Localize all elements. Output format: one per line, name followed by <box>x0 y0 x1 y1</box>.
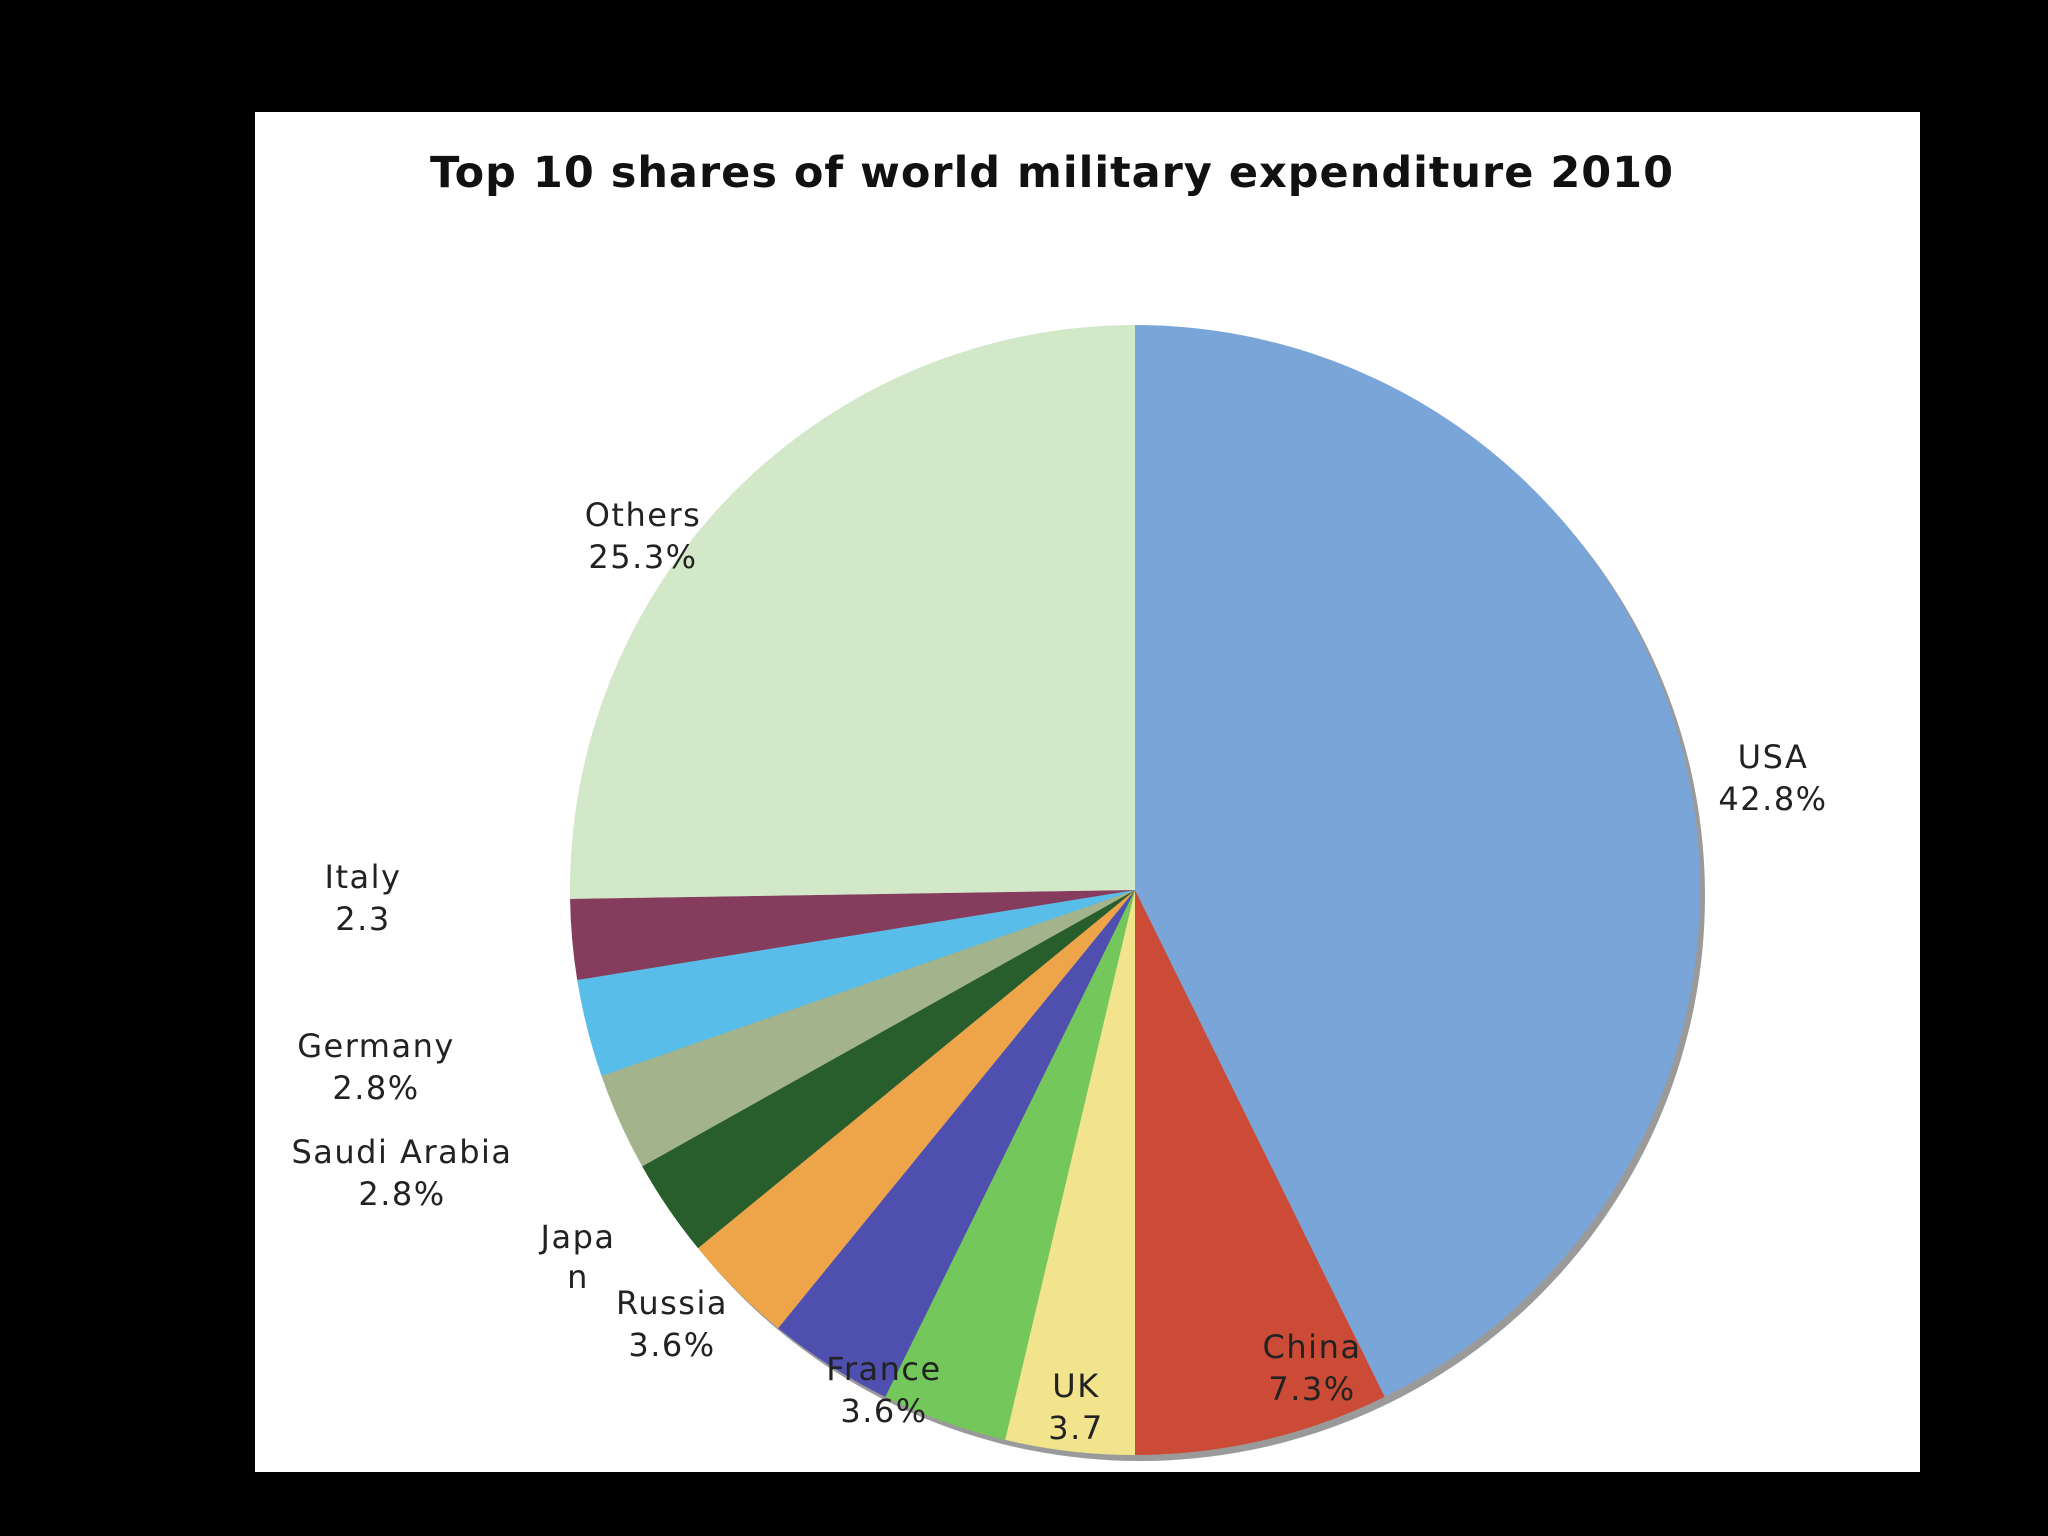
slice-label-others: Others 25.3% <box>585 496 702 576</box>
slice-label-germany: Germany 2.8% <box>297 1027 455 1107</box>
pie-slice-russia <box>778 890 1135 1397</box>
pie-slice-japan <box>698 890 1135 1329</box>
slice-label-japan: Japa n <box>539 1218 616 1296</box>
slice-label-uk: UK 3.7 <box>1048 1367 1103 1447</box>
slice-label-usa: USA 42.8% <box>1718 738 1827 818</box>
pie-slice-usa <box>1135 325 1700 1397</box>
pie-slice-saudi-arabia <box>642 890 1135 1249</box>
slice-label-saudi-arabia: Saudi Arabia 2.8% <box>291 1133 512 1213</box>
pie-slice-uk <box>1005 890 1135 1455</box>
pie-slice-germany <box>601 890 1135 1167</box>
slice-label-china: China 7.3% <box>1263 1328 1362 1408</box>
pie-slice-china <box>1135 890 1385 1455</box>
pie-slice-italy <box>570 890 1135 980</box>
pie-slice-unlabeled-8 <box>577 890 1135 1077</box>
slice-label-russia: Russia 3.6% <box>616 1284 728 1364</box>
slice-label-italy: Italy 2.3 <box>325 858 402 938</box>
pie-slice-france <box>885 890 1135 1440</box>
chart-title: Top 10 shares of world military expendit… <box>430 148 1675 198</box>
slice-label-france: France 3.6% <box>826 1350 941 1430</box>
pie-slice-others <box>570 325 1135 899</box>
